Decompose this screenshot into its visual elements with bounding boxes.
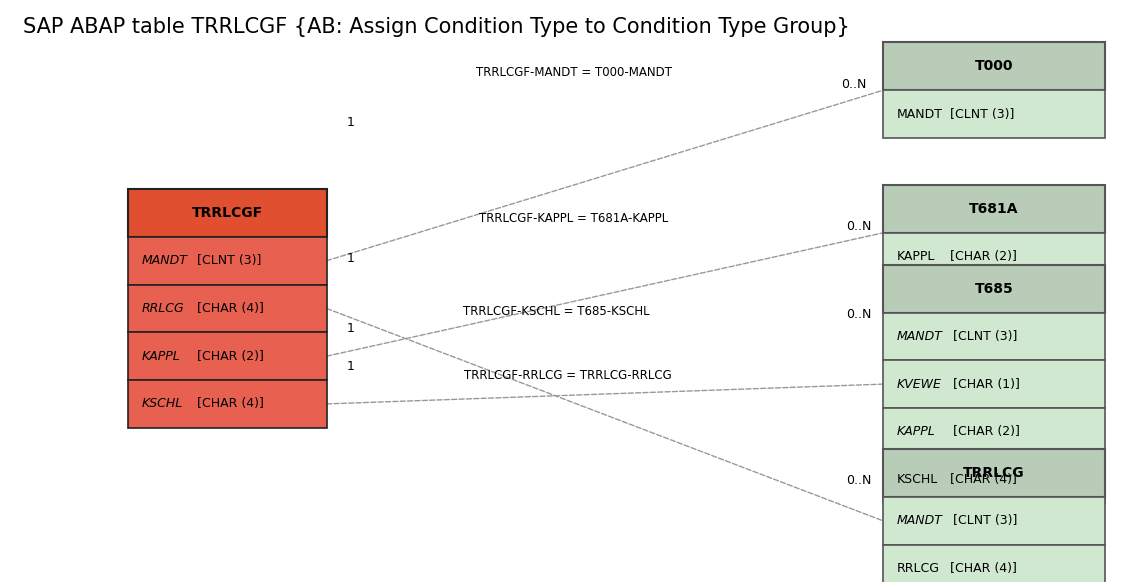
FancyBboxPatch shape (884, 265, 1104, 313)
Text: MANDT: MANDT (897, 330, 943, 343)
Text: [CHAR (4)]: [CHAR (4)] (193, 398, 264, 410)
Text: KAPPL: KAPPL (897, 250, 935, 263)
Text: [CLNT (3)]: [CLNT (3)] (193, 254, 261, 267)
Text: [CLNT (3)]: [CLNT (3)] (949, 330, 1017, 343)
FancyBboxPatch shape (884, 545, 1104, 582)
Text: KAPPL: KAPPL (897, 425, 936, 438)
Text: TRRLCGF-RRLCG = TRRLCG-RRLCG: TRRLCGF-RRLCG = TRRLCG-RRLCG (465, 369, 671, 382)
Text: [CHAR (2)]: [CHAR (2)] (193, 350, 264, 363)
FancyBboxPatch shape (128, 285, 327, 332)
Text: KSCHL: KSCHL (142, 398, 183, 410)
Text: 1: 1 (346, 360, 354, 373)
FancyBboxPatch shape (884, 42, 1104, 90)
Text: RRLCG: RRLCG (897, 562, 939, 575)
Text: 0..N: 0..N (846, 221, 871, 233)
Text: 1: 1 (346, 253, 354, 265)
FancyBboxPatch shape (884, 408, 1104, 456)
Text: SAP ABAP table TRRLCGF {AB: Assign Condition Type to Condition Type Group}: SAP ABAP table TRRLCGF {AB: Assign Condi… (23, 17, 850, 37)
Text: RRLCG: RRLCG (142, 302, 184, 315)
Text: [CHAR (4)]: [CHAR (4)] (193, 302, 264, 315)
Text: TRRLCG: TRRLCG (963, 466, 1025, 480)
FancyBboxPatch shape (128, 332, 327, 380)
Text: 1: 1 (346, 116, 354, 129)
FancyBboxPatch shape (128, 189, 327, 237)
FancyBboxPatch shape (884, 497, 1104, 545)
Text: T681A: T681A (969, 202, 1019, 216)
Text: TRRLCGF: TRRLCGF (192, 206, 262, 220)
Text: [CHAR (1)]: [CHAR (1)] (949, 378, 1019, 391)
FancyBboxPatch shape (884, 313, 1104, 360)
FancyBboxPatch shape (128, 380, 327, 428)
Text: MANDT: MANDT (142, 254, 187, 267)
Text: [CHAR (4)]: [CHAR (4)] (945, 473, 1017, 486)
Text: TRRLCGF-KSCHL = T685-KSCHL: TRRLCGF-KSCHL = T685-KSCHL (463, 305, 650, 318)
Text: KAPPL: KAPPL (142, 350, 181, 363)
Text: 0..N: 0..N (846, 474, 871, 487)
FancyBboxPatch shape (884, 185, 1104, 233)
FancyBboxPatch shape (884, 90, 1104, 138)
Text: KVEWE: KVEWE (897, 378, 942, 391)
Text: TRRLCGF-MANDT = T000-MANDT: TRRLCGF-MANDT = T000-MANDT (476, 66, 671, 79)
Text: [CLNT (3)]: [CLNT (3)] (945, 108, 1014, 120)
FancyBboxPatch shape (884, 456, 1104, 503)
FancyBboxPatch shape (884, 233, 1104, 281)
FancyBboxPatch shape (128, 237, 327, 285)
Text: MANDT: MANDT (897, 514, 943, 527)
Text: [CHAR (2)]: [CHAR (2)] (945, 250, 1017, 263)
Text: [CHAR (4)]: [CHAR (4)] (945, 562, 1017, 575)
Text: MANDT: MANDT (897, 108, 943, 120)
Text: 0..N: 0..N (841, 78, 866, 91)
FancyBboxPatch shape (884, 449, 1104, 497)
FancyBboxPatch shape (884, 360, 1104, 408)
Text: 1: 1 (346, 322, 354, 335)
Text: 0..N: 0..N (846, 308, 871, 321)
Text: [CHAR (2)]: [CHAR (2)] (949, 425, 1019, 438)
Text: T000: T000 (975, 59, 1013, 73)
Text: T685: T685 (975, 282, 1013, 296)
Text: KSCHL: KSCHL (897, 473, 938, 486)
Text: TRRLCGF-KAPPL = T681A-KAPPL: TRRLCGF-KAPPL = T681A-KAPPL (479, 212, 668, 225)
Text: [CLNT (3)]: [CLNT (3)] (949, 514, 1017, 527)
